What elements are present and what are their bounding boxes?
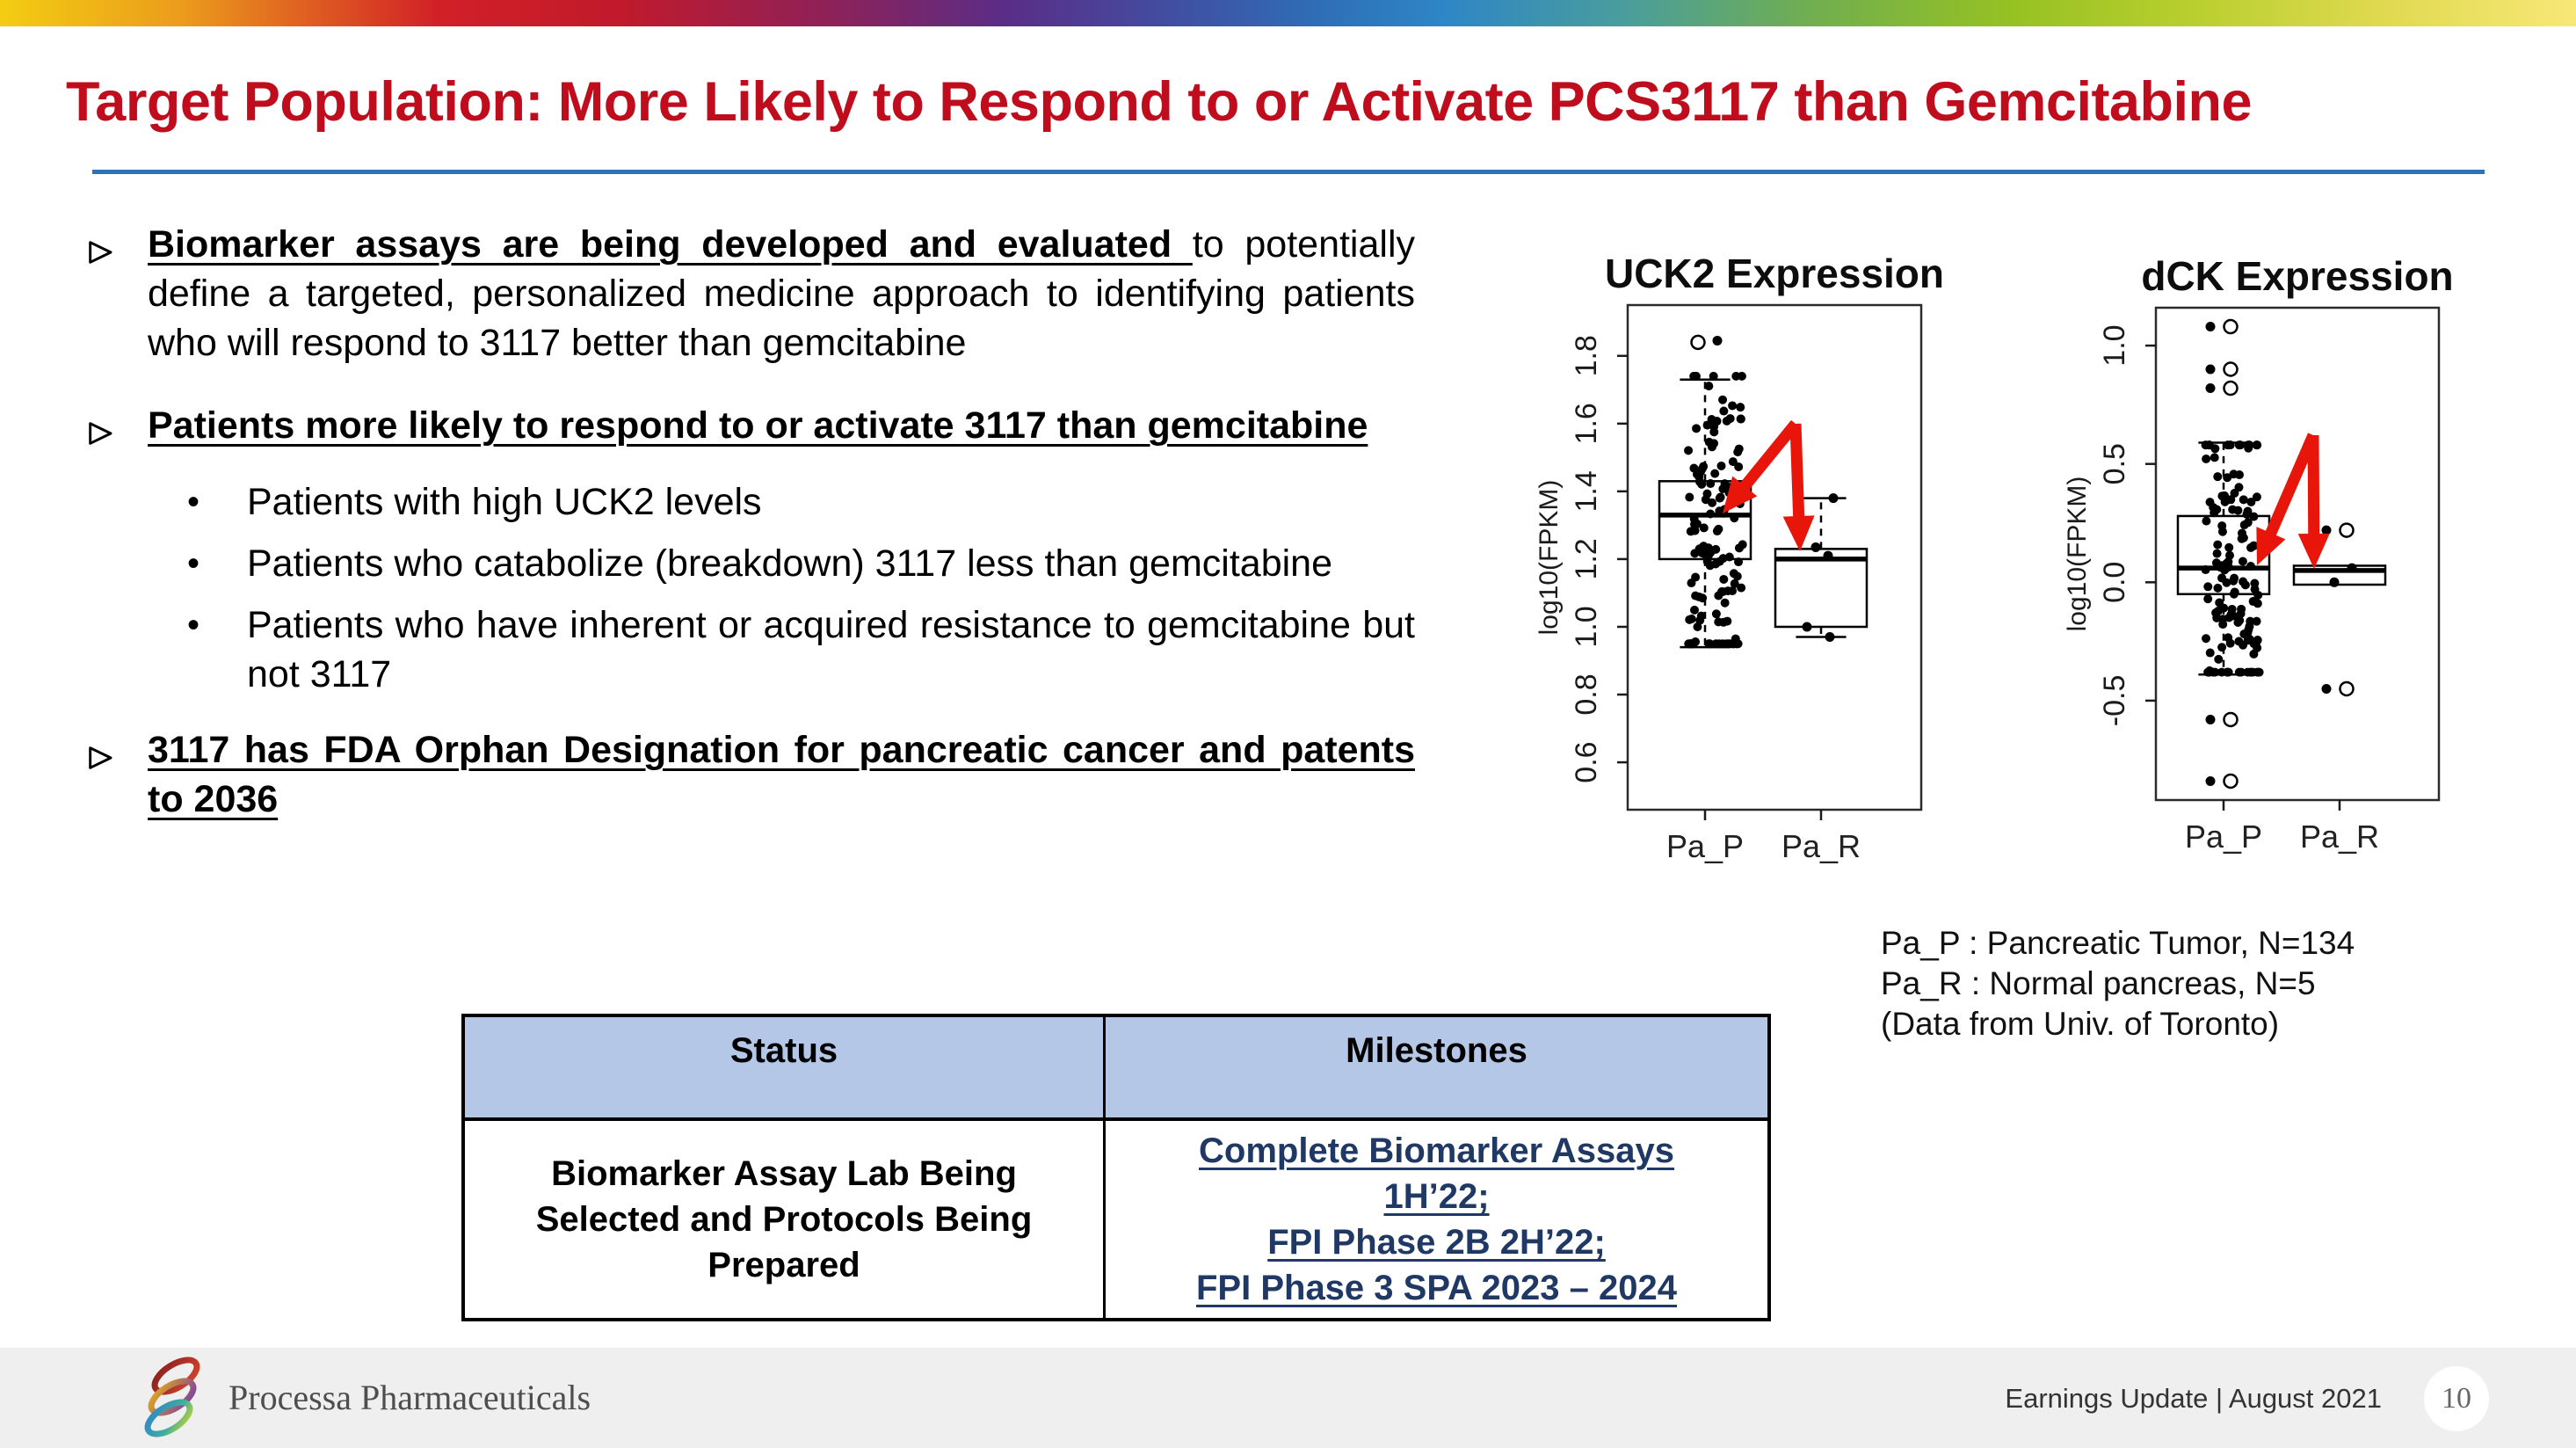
legend-line-par: Pa_R : Normal pancreas, N=5 bbox=[1881, 965, 2316, 1001]
dck-expression-boxplot: dCK Expression -0.5 0.0 0.5 1.0 log10(FPKM) Pa… bbox=[2061, 251, 2527, 866]
legend-line-pap: Pa_P : Pancreatic Tumor, N=134 bbox=[1881, 925, 2355, 961]
footer-caption: Earnings Update | August 2021 bbox=[2005, 1383, 2382, 1414]
svg-text:Pa_R: Pa_R bbox=[1781, 828, 1861, 864]
svg-text:1.8: 1.8 bbox=[1570, 335, 1603, 376]
bullet-text: Patients more likely to respond to or ac… bbox=[148, 404, 1368, 447]
title-underline-rule bbox=[92, 170, 2485, 174]
svg-text:1.0: 1.0 bbox=[2098, 324, 2131, 366]
table-cell-status: Biomarker Assay Lab Being Selected and P… bbox=[535, 1154, 1033, 1284]
svg-text:Pa_P: Pa_P bbox=[2185, 819, 2262, 855]
subbullet-high-uck2: • Patients with high UCK2 levels bbox=[187, 477, 1415, 527]
bullet-arrow-icon bbox=[86, 220, 148, 279]
chart-legend-note: Pa_P : Pancreatic Tumor, N=134 Pa_R : No… bbox=[1881, 923, 2355, 1044]
footer-bar: Processa Pharmaceuticals Earnings Update… bbox=[0, 1348, 2576, 1448]
uck2-expression-boxplot: UCK2 Expression 0.6 0.8 1.0 1.2 1.4 1.6 1.8 log1… bbox=[1531, 251, 1997, 866]
subbullet-text: Patients who have inherent or acquired r… bbox=[247, 604, 1415, 695]
legend-line-source: (Data from Univ. of Toronto) bbox=[1881, 1006, 2280, 1042]
bullet-orphan-designation: 3117 has FDA Orphan Designation for panc… bbox=[86, 725, 1415, 824]
brand: Processa Pharmaceuticals bbox=[132, 1353, 591, 1441]
table-header-milestones: Milestones bbox=[1103, 1017, 1767, 1121]
table-header-status: Status bbox=[465, 1017, 1103, 1121]
svg-text:Pa_R: Pa_R bbox=[2300, 819, 2379, 855]
page-number: 10 bbox=[2442, 1382, 2471, 1415]
svg-text:Pa_P: Pa_P bbox=[1666, 828, 1744, 864]
bullet-lead-underlined: Biomarker assays are being developed and… bbox=[148, 223, 1193, 266]
status-milestones-table: Status Milestones Biomarker Assay Lab Be… bbox=[461, 1014, 1771, 1321]
bullet-rest: to potentially define a targeted, person… bbox=[148, 223, 1415, 364]
milestone-line: FPI Phase 3 SPA 2023 – 2024 bbox=[1195, 1269, 1677, 1307]
company-name: Processa Pharmaceuticals bbox=[229, 1377, 591, 1417]
svg-text:log10(FPKM): log10(FPKM) bbox=[2063, 477, 2092, 632]
bullet-text: Biomarker assays are being developed and… bbox=[148, 220, 1415, 367]
subbullet-catabolize: • Patients who catabolize (breakdown) 31… bbox=[187, 539, 1415, 588]
table-cell-milestones: Complete Biomarker Assays 1H’22; FPI Pha… bbox=[1103, 1121, 1767, 1318]
subbullet-resistance: • Patients who have inherent or acquired… bbox=[187, 600, 1415, 699]
processa-logo-icon bbox=[144, 1357, 200, 1437]
subbullet-text: Patients with high UCK2 levels bbox=[247, 481, 762, 523]
svg-text:0.0: 0.0 bbox=[2098, 562, 2131, 603]
bullet-patients-respond: Patients more likely to respond to or ac… bbox=[86, 401, 1415, 460]
bullet-dot-icon: • bbox=[187, 544, 200, 583]
milestone-line: Complete Biomarker Assays bbox=[1199, 1131, 1674, 1170]
subbullet-text: Patients who catabolize (breakdown) 3117… bbox=[247, 542, 1332, 585]
svg-text:UCK2 Expression: UCK2 Expression bbox=[1605, 251, 1944, 296]
milestone-line: FPI Phase 2B 2H’22; bbox=[1267, 1223, 1606, 1262]
svg-text:-0.5: -0.5 bbox=[2098, 675, 2131, 727]
svg-text:0.5: 0.5 bbox=[2098, 443, 2131, 484]
bullet-dot-icon: • bbox=[187, 606, 200, 644]
svg-text:dCK Expression: dCK Expression bbox=[2141, 253, 2453, 299]
bullet-arrow-icon bbox=[86, 725, 148, 784]
top-gradient-bar bbox=[0, 0, 2576, 26]
svg-text:1.0: 1.0 bbox=[1570, 606, 1603, 647]
milestone-line: 1H’22; bbox=[1383, 1177, 1490, 1216]
svg-text:1.2: 1.2 bbox=[1570, 538, 1603, 579]
bullet-list: Biomarker assays are being developed and… bbox=[86, 220, 1415, 824]
slide-title: Target Population: More Likely to Respon… bbox=[66, 71, 2252, 133]
svg-text:0.8: 0.8 bbox=[1570, 673, 1603, 715]
bullet-arrow-icon bbox=[86, 401, 148, 460]
svg-text:log10(FPKM): log10(FPKM) bbox=[1535, 480, 1564, 636]
page-number-badge: 10 bbox=[2424, 1366, 2489, 1431]
svg-text:1.4: 1.4 bbox=[1570, 470, 1603, 512]
svg-text:0.6: 0.6 bbox=[1570, 741, 1603, 782]
svg-text:1.6: 1.6 bbox=[1570, 403, 1603, 444]
bullet-biomarker-assays: Biomarker assays are being developed and… bbox=[86, 220, 1415, 367]
bullet-dot-icon: • bbox=[187, 483, 200, 521]
bullet-text: 3117 has FDA Orphan Designation for panc… bbox=[148, 729, 1415, 820]
